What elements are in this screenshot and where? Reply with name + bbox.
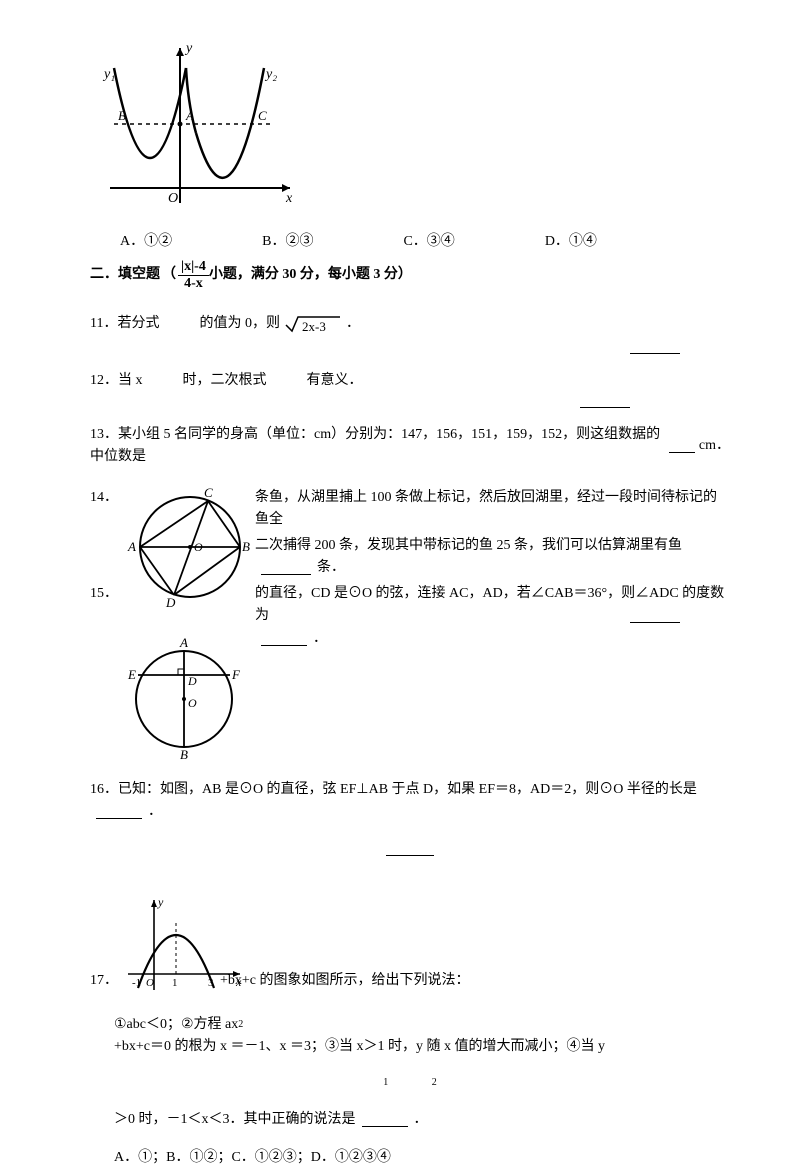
svg-text:B: B [180, 747, 188, 761]
q11-end: ． [346, 313, 360, 335]
option-c: C．③④ [403, 231, 454, 253]
q15-line: 的直径，CD 是⊙O 的弦，连接 AC，AD，若∠CAB＝36°，则∠ADC 的… [255, 583, 730, 650]
svg-text:C: C [258, 108, 267, 123]
figure-circle-1: O A B C D [126, 485, 254, 610]
q16-end: ． [148, 801, 162, 823]
svg-text:2x-3: 2x-3 [302, 319, 326, 334]
question-16: 16．已知：如图，AB 是⊙O 的直径，弦 EF⊥AB 于点 D，如果 EF＝8… [90, 779, 730, 824]
q13-blank [669, 439, 695, 453]
svg-text:O: O [168, 191, 178, 206]
option-b: B．②③ [262, 231, 313, 253]
svg-text:-1: -1 [132, 977, 141, 989]
option-d: D．①④ [545, 231, 597, 253]
svg-text:A: A [127, 539, 136, 554]
question-13: 13．某小组 5 名同学的身高（单位：cm）分别为：147，156，151，15… [90, 424, 730, 469]
svg-text:E: E [127, 667, 136, 682]
svg-text:O: O [146, 977, 154, 989]
q10-options: A．①② B．②③ C．③④ D．①④ [120, 231, 730, 253]
svg-text:D: D [187, 674, 197, 688]
q17-line3: ＞0 时，－1＜x＜3．其中正确的说法是 ． [114, 1109, 730, 1131]
svg-text:D: D [165, 595, 176, 610]
fraction-inline: |x|-4 4-x [178, 259, 209, 291]
q17-line2: ①abc＜0；②方程 ax2 +bx+c＝0 的根为 x ＝－1、x ＝3；③当… [114, 1014, 730, 1059]
q14-line-a: 条鱼，从湖里捕上 100 条做上标记，然后放回湖里，经过一段时间待标记的鱼全 [255, 487, 730, 532]
figure-two-parabolas: y x O y₁ y₂ B A C [100, 38, 730, 213]
svg-text:B: B [242, 539, 250, 554]
svg-text:B: B [118, 108, 126, 123]
q14-q15-group: 14． O A B C D 条鱼，从湖里捕上 100 条做上标记，然后放回湖里，… [90, 485, 730, 613]
q16-text: 16．已知：如图，AB 是⊙O 的直径，弦 EF⊥AB 于点 D，如果 EF＝8… [90, 779, 697, 801]
q14-line-b: 二次捕得 200 条，发现其中带标记的鱼 25 条，我们可以估算湖里有鱼 条． [255, 535, 730, 580]
q16-blank [96, 805, 142, 819]
svg-text:y₂: y₂ [264, 67, 277, 82]
q14-num: 14． [90, 487, 118, 509]
q11-blank [630, 352, 680, 354]
section-prefix: 二．填空题 [90, 264, 160, 286]
q13-text: 13．某小组 5 名同学的身高（单位：cm）分别为：147，156，151，15… [90, 424, 665, 469]
option-a: A．①② [120, 231, 172, 253]
q15-blank [261, 632, 307, 646]
q17-subscripts: 1 2 [90, 1071, 730, 1093]
isolated-blank-16 [90, 842, 730, 864]
q17-num: 17． [90, 970, 118, 992]
q11-pre: 11．若分式 [90, 313, 159, 335]
svg-text:3: 3 [208, 977, 214, 989]
q17-line1: +bx+c 的图象如图所示，给出下列说法： [220, 970, 470, 992]
section-suffix: 小题，满分 30 分，每小题 3 分） [209, 264, 412, 286]
svg-text:A: A [179, 635, 188, 650]
q17-blank [362, 1113, 408, 1127]
svg-text:y₁: y₁ [102, 67, 115, 82]
q12-b: 时，二次根式 [183, 370, 267, 392]
svg-text:x: x [285, 191, 293, 206]
svg-text:C: C [204, 485, 213, 500]
section-2-title: 二．填空题 （ |x|-4 4-x 小题，满分 30 分，每小题 3 分） [90, 259, 730, 291]
q13-unit: cm． [699, 435, 730, 457]
q14-blank [261, 561, 311, 575]
q15-num: 15． [90, 583, 118, 605]
q12-blank [580, 406, 630, 408]
q11-mid: 的值为 0，则 [199, 313, 280, 335]
q12-a: 12．当 x [90, 370, 143, 392]
figure-circle-2: O A B E F D [122, 631, 730, 761]
svg-text:1: 1 [172, 977, 178, 989]
question-11: 11．若分式 的值为 0，则 2x-3 ． [90, 313, 730, 335]
sqrt-icon: 2x-3 [284, 313, 342, 335]
svg-text:F: F [231, 667, 241, 682]
q17-options: A．①；B．①②；C．①②③；D．①②③④ [114, 1147, 730, 1169]
question-17-group: 17． y x -1 O 1 3 +bx+c 的图象如图所示，给出下列说法： [90, 892, 730, 1002]
svg-text:y: y [184, 41, 193, 56]
question-12: 12．当 x 时，二次根式 有意义． [90, 370, 730, 392]
q12-c: 有意义． [307, 370, 363, 392]
svg-text:A: A [185, 108, 194, 123]
svg-text:y: y [157, 895, 164, 909]
svg-text:O: O [188, 696, 197, 710]
